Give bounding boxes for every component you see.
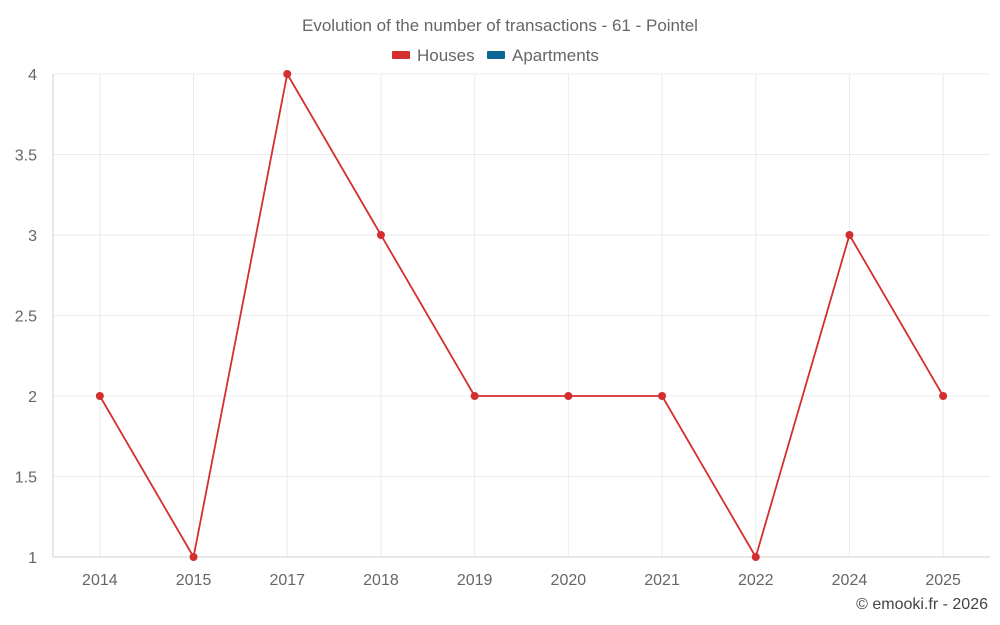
x-tick-label: 2025 [925, 572, 961, 589]
y-tick-label: 4 [28, 67, 37, 84]
data-point[interactable] [283, 70, 292, 78]
x-tick-label: 2017 [269, 572, 305, 589]
data-point[interactable] [939, 392, 948, 400]
series-line-houses [99, 73, 944, 558]
y-tick-label: 2.5 [15, 309, 37, 326]
data-point[interactable] [564, 392, 573, 400]
y-tick-label: 3.5 [15, 148, 37, 165]
x-axis-tick-labels: 2014 2015 2017 2018 2019 2020 2021 2022 2024 2025 [82, 572, 961, 589]
legend: Houses Apartments [392, 46, 599, 65]
axes [52, 74, 990, 558]
grid [53, 73, 990, 558]
legend-item-houses[interactable]: Houses [392, 46, 475, 65]
data-point[interactable] [658, 392, 667, 400]
legend-swatch-houses [392, 51, 410, 59]
legend-swatch-apartments [487, 51, 505, 59]
x-tick-label: 2018 [363, 572, 399, 589]
legend-label-apartments: Apartments [512, 46, 599, 65]
y-tick-label: 3 [28, 228, 37, 245]
x-tick-label: 2021 [644, 572, 680, 589]
x-tick-label: 2019 [457, 572, 493, 589]
chart-title: Evolution of the number of transactions … [302, 16, 698, 35]
y-tick-label: 1.5 [15, 470, 37, 487]
data-point[interactable] [845, 231, 854, 239]
legend-label-houses: Houses [417, 46, 475, 65]
y-tick-label: 1 [28, 550, 37, 567]
series-houses [95, 70, 948, 561]
y-axis-tick-labels: 1 1.5 2 2.5 3 3.5 4 [15, 67, 37, 567]
legend-item-apartments[interactable]: Apartments [487, 46, 599, 65]
data-point[interactable] [189, 553, 198, 561]
x-tick-label: 2015 [176, 572, 212, 589]
data-point[interactable] [95, 392, 104, 400]
y-tick-label: 2 [28, 389, 37, 406]
x-tick-label: 2020 [551, 572, 587, 589]
credit-text: © emooki.fr - 2026 [856, 596, 988, 613]
data-point[interactable] [470, 392, 479, 400]
x-tick-label: 2024 [832, 572, 868, 589]
x-tick-label: 2014 [82, 572, 118, 589]
data-point[interactable] [376, 231, 385, 239]
x-tick-label: 2022 [738, 572, 774, 589]
data-point[interactable] [751, 553, 760, 561]
